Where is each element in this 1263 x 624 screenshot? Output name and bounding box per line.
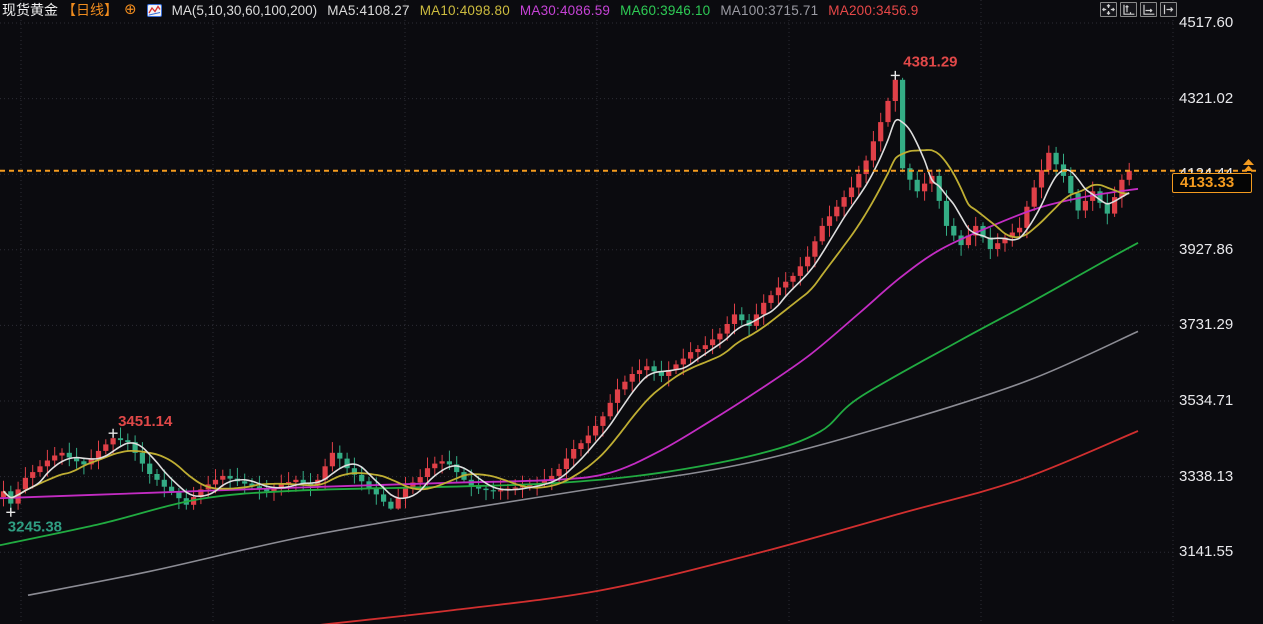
chart-header: 现货黄金 【日线】 ⊕ MA(5,10,30,60,100,200) MA5:4… bbox=[2, 0, 919, 20]
period-label[interactable]: 【日线】 bbox=[62, 2, 118, 18]
extreme-price-label: 3245.38 bbox=[8, 518, 62, 535]
extreme-marker-plus bbox=[6, 507, 16, 517]
candlestick-layer bbox=[0, 75, 1132, 513]
current-price-tag: 4133.33 bbox=[1172, 173, 1252, 193]
ma100-line bbox=[27, 330, 1139, 596]
ma60-line bbox=[0, 242, 1139, 547]
ma5-line bbox=[2, 118, 1130, 500]
extreme-marker-plus bbox=[890, 70, 900, 80]
ma30-line bbox=[0, 187, 1139, 500]
extreme-price-label: 4381.29 bbox=[903, 53, 957, 70]
mini-chart-icon[interactable] bbox=[146, 3, 162, 17]
ma200-value: MA200:3456.9 bbox=[828, 2, 919, 18]
move-icon[interactable] bbox=[1100, 2, 1117, 17]
scale-x-axis-icon[interactable] bbox=[1140, 2, 1157, 17]
ma5-value: MA5:4108.27 bbox=[327, 2, 410, 18]
extreme-marker-plus bbox=[108, 428, 118, 438]
annotation-layer: 4381.29 3451.14 3245.38 bbox=[6, 53, 958, 535]
extreme-price-label: 3451.14 bbox=[118, 413, 173, 430]
grid-layer bbox=[0, 0, 1176, 624]
scale-y-axis-icon[interactable] bbox=[1120, 2, 1137, 17]
ma-settings-label[interactable]: MA(5,10,30,60,100,200) bbox=[171, 2, 318, 18]
symbol-title: 现货黄金 bbox=[2, 2, 58, 18]
price-up-arrow-icon bbox=[1240, 158, 1257, 175]
go-to-latest-icon[interactable] bbox=[1160, 2, 1177, 17]
chart-toolbar bbox=[1100, 2, 1177, 17]
current-price-value: 4133.33 bbox=[1180, 174, 1235, 191]
add-indicator-icon[interactable]: ⊕ bbox=[124, 1, 137, 18]
ma60-value: MA60:3946.10 bbox=[620, 2, 711, 18]
ma30-value: MA30:4086.59 bbox=[519, 2, 611, 18]
ma100-value: MA100:3715.71 bbox=[720, 2, 819, 18]
ma10-line bbox=[2, 149, 1130, 499]
ma10-value: MA10:4098.80 bbox=[419, 2, 510, 18]
ma200-line bbox=[320, 430, 1139, 624]
